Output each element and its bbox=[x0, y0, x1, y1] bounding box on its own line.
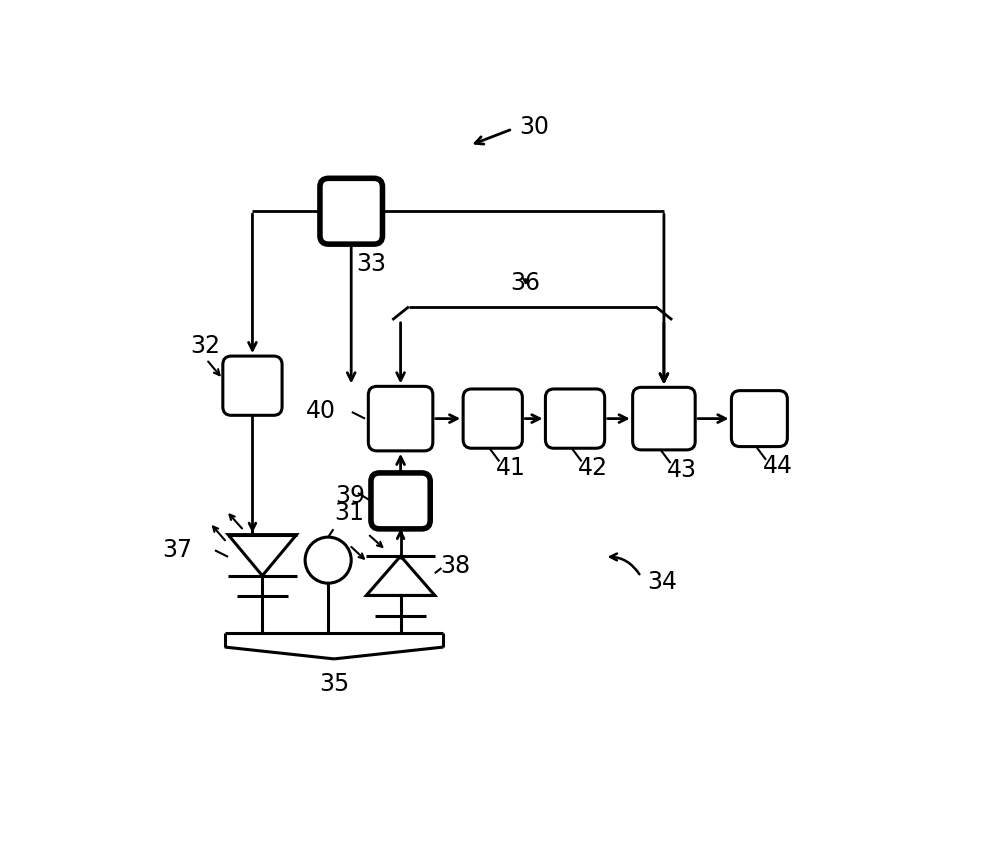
FancyBboxPatch shape bbox=[223, 356, 282, 416]
Text: 32: 32 bbox=[190, 334, 220, 358]
FancyBboxPatch shape bbox=[545, 389, 605, 448]
Text: 37: 37 bbox=[162, 539, 192, 563]
Text: 30: 30 bbox=[519, 115, 549, 139]
Text: 40: 40 bbox=[305, 398, 335, 422]
Text: 42: 42 bbox=[578, 456, 608, 481]
Text: 31: 31 bbox=[335, 501, 365, 525]
Text: 38: 38 bbox=[440, 554, 470, 578]
FancyBboxPatch shape bbox=[731, 391, 787, 446]
Text: 35: 35 bbox=[319, 672, 349, 696]
FancyBboxPatch shape bbox=[463, 389, 522, 448]
Text: 36: 36 bbox=[511, 271, 541, 295]
FancyBboxPatch shape bbox=[633, 387, 695, 450]
Text: 43: 43 bbox=[667, 457, 697, 481]
Text: 41: 41 bbox=[496, 456, 526, 481]
FancyBboxPatch shape bbox=[320, 179, 382, 245]
Text: 39: 39 bbox=[336, 484, 366, 508]
Text: 44: 44 bbox=[763, 455, 793, 479]
Text: 34: 34 bbox=[647, 570, 677, 594]
FancyBboxPatch shape bbox=[368, 386, 433, 451]
Text: 33: 33 bbox=[356, 252, 386, 276]
FancyBboxPatch shape bbox=[371, 473, 430, 529]
